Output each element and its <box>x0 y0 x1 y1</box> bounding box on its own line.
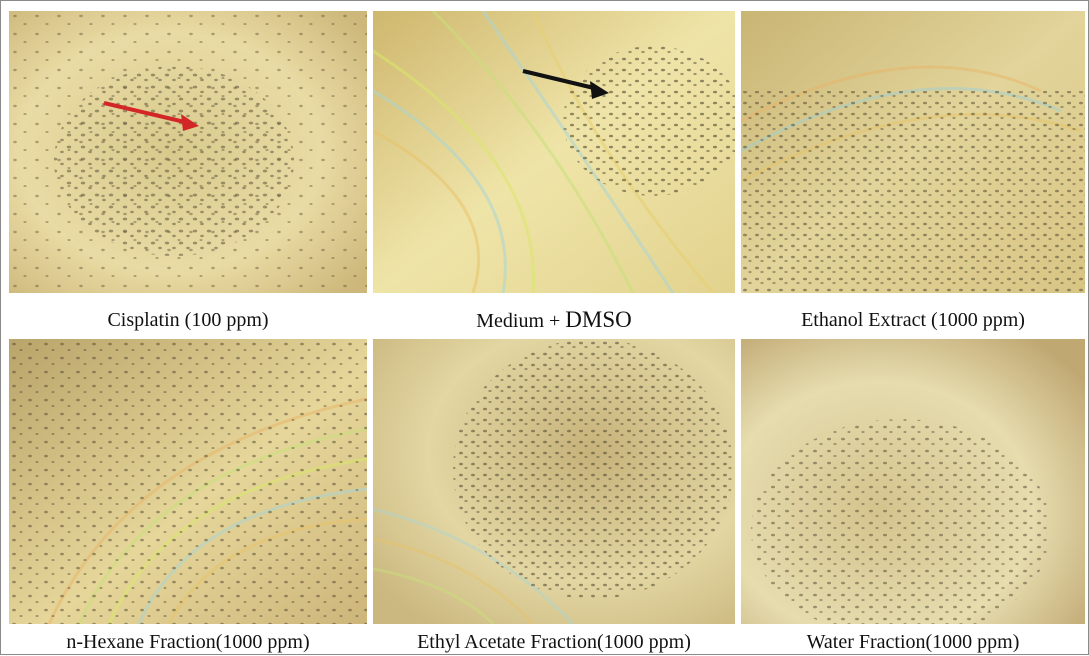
panel-caption: Ethyl Acetate Fraction(1000 ppm) <box>417 631 691 653</box>
panel-caption: Water Fraction(1000 ppm) <box>806 631 1020 653</box>
panel-ethanol-extract: Ethanol Extract (1000 ppm) <box>741 11 1085 337</box>
micrograph-image <box>373 11 735 293</box>
panel-caption: n-Hexane Fraction(1000 ppm) <box>66 631 310 653</box>
panel-n-hexane: n-Hexane Fraction(1000 ppm) <box>9 339 367 656</box>
panel-water-fraction: Water Fraction(1000 ppm) <box>741 339 1085 656</box>
panel-caption: Medium + DMSO <box>476 307 632 333</box>
micrograph-image <box>9 11 367 293</box>
red-arrow-icon <box>103 101 190 125</box>
panel-cisplatin: Cisplatin (100 ppm) <box>9 11 367 337</box>
panel-caption: Cisplatin (100 ppm) <box>107 309 269 331</box>
micrograph-image <box>373 339 735 624</box>
panel-ethyl-acetate: Ethyl Acetate Fraction(1000 ppm) <box>373 339 735 656</box>
panel-caption: Ethanol Extract (1000 ppm) <box>801 309 1025 331</box>
micrograph-image <box>9 339 367 624</box>
micrograph-image <box>741 11 1085 293</box>
micrograph-image <box>741 339 1085 624</box>
panel-medium-dmso: Medium + DMSO <box>373 11 735 337</box>
black-arrow-icon <box>522 69 599 91</box>
